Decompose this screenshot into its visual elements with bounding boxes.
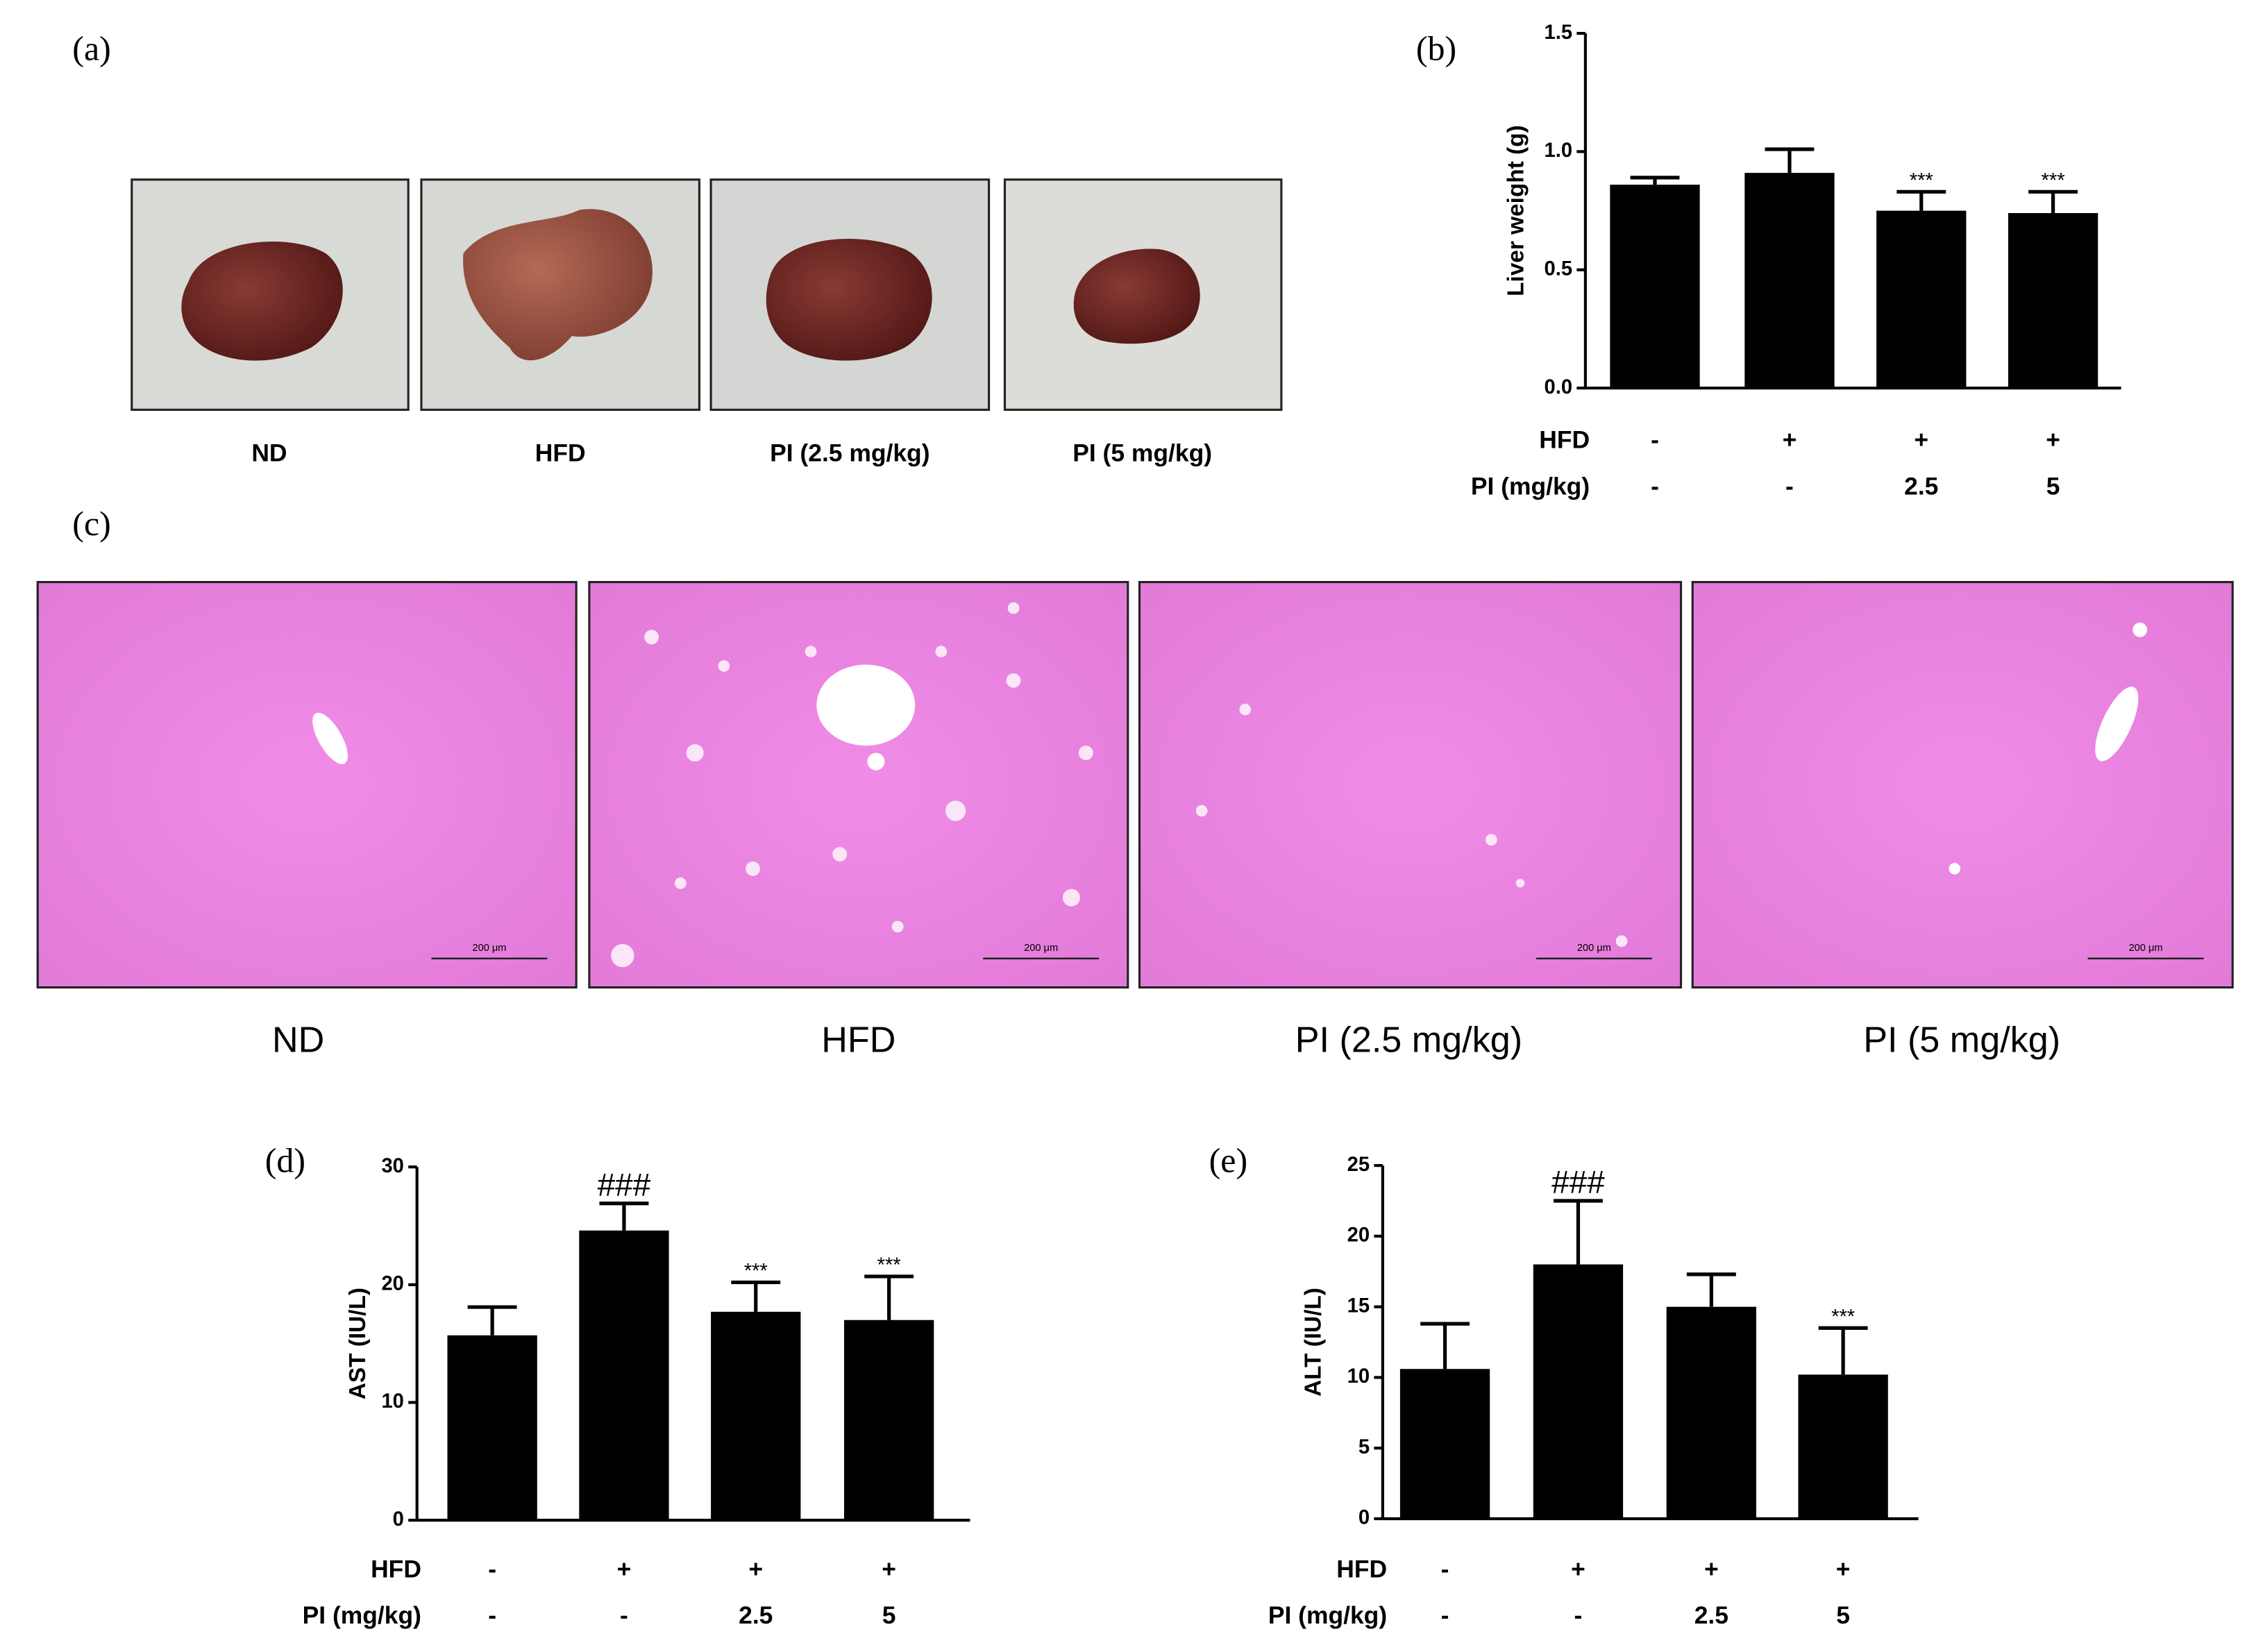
bar [843, 1320, 934, 1521]
panel-label: (d) [265, 1141, 305, 1180]
panel-label: (a) [72, 29, 111, 68]
histology-boxes [36, 580, 2234, 989]
row-value: - [488, 1601, 496, 1629]
bar [1798, 1374, 1888, 1519]
significance-label: ### [598, 1167, 651, 1203]
y-tick-label: 5 [1358, 1436, 1370, 1458]
row-value: + [1704, 1555, 1719, 1583]
significance-label: *** [2042, 169, 2065, 192]
row-value: + [617, 1555, 632, 1583]
y-tick-label: 10 [381, 1390, 403, 1413]
y-tick-label: 10 [1347, 1365, 1370, 1388]
bar [1876, 210, 1967, 389]
row-value: + [1783, 426, 1797, 454]
y-tick-label: 25 [1347, 1154, 1370, 1176]
row-value: - [488, 1555, 496, 1583]
row-value: + [1571, 1555, 1585, 1583]
photo-label: HFD [535, 439, 586, 466]
y-tick-label: 0.5 [1545, 258, 1573, 280]
bar [1666, 1306, 1756, 1519]
scale-bar-label: 200 μm [472, 943, 506, 954]
significance-label: *** [877, 1254, 901, 1276]
row-value: + [1914, 426, 1928, 454]
row-label: HFD [1336, 1555, 1387, 1583]
y-tick-label: 1.5 [1545, 22, 1573, 44]
y-axis-label: AST (IU/L) [345, 1288, 371, 1399]
significance-label: *** [1831, 1306, 1855, 1328]
row-value: - [620, 1601, 628, 1629]
y-tick-label: 15 [1347, 1295, 1370, 1317]
row-value: - [1651, 426, 1659, 454]
bar [1610, 185, 1700, 389]
photo-label: ND [251, 439, 287, 466]
bar [711, 1311, 801, 1521]
row-label: HFD [371, 1555, 421, 1583]
significance-label: *** [744, 1261, 768, 1283]
significance-label: *** [1910, 169, 1933, 192]
row-value: + [2046, 426, 2060, 454]
row-value: - [1441, 1601, 1449, 1629]
row-value: 5 [1836, 1601, 1850, 1629]
row-value: + [748, 1555, 763, 1583]
bar [447, 1335, 537, 1521]
photo-boxes [131, 178, 1283, 411]
photo-label: PI (5 mg/kg) [1072, 439, 1212, 466]
row-value: 2.5 [1694, 1601, 1728, 1629]
row-value: - [1785, 472, 1794, 500]
row-value: + [882, 1555, 896, 1583]
scale-bar-label: 200 μm [2129, 943, 2163, 954]
y-axis-label: ALT (IU/L) [1301, 1288, 1327, 1397]
panel-label: (c) [72, 504, 111, 543]
y-axis-label: Liver weight (g) [1504, 125, 1529, 296]
y-tick-label: 20 [381, 1273, 403, 1295]
histology-label: HFD [821, 1020, 895, 1061]
photo-label: PI (2.5 mg/kg) [770, 439, 929, 466]
y-tick-label: 30 [381, 1155, 403, 1177]
histology-label: PI (5 mg/kg) [1863, 1020, 2060, 1061]
panel-label: (e) [1209, 1141, 1248, 1180]
row-label: HFD [1539, 426, 1590, 454]
y-tick-label: 0 [1358, 1507, 1370, 1529]
bar [579, 1230, 669, 1521]
row-label: PI (mg/kg) [303, 1601, 421, 1629]
row-value: 5 [882, 1601, 896, 1629]
y-tick-label: 1.0 [1545, 140, 1573, 162]
significance-label: ### [1551, 1164, 1605, 1200]
panel-label: (b) [1416, 29, 1456, 68]
row-label: PI (mg/kg) [1471, 472, 1590, 500]
row-value: - [1574, 1601, 1583, 1629]
scale-bar-label: 200 μm [1024, 943, 1058, 954]
y-tick-label: 0.0 [1545, 376, 1573, 398]
row-value: 2.5 [739, 1601, 773, 1629]
row-value: 5 [2046, 472, 2060, 500]
bar [1399, 1369, 1490, 1519]
row-value: - [1441, 1555, 1449, 1583]
row-label: PI (mg/kg) [1268, 1601, 1387, 1629]
y-tick-label: 0 [393, 1508, 404, 1531]
histology-label: PI (2.5 mg/kg) [1295, 1020, 1522, 1061]
bar [1744, 173, 1835, 389]
row-value: + [1836, 1555, 1851, 1583]
row-value: - [1651, 472, 1659, 500]
row-value: 2.5 [1904, 472, 1938, 500]
scale-bar-label: 200 μm [1577, 943, 1611, 954]
bar [1533, 1264, 1624, 1519]
y-tick-label: 20 [1347, 1224, 1370, 1247]
bar [2008, 212, 2098, 389]
histology-label: ND [272, 1020, 324, 1061]
